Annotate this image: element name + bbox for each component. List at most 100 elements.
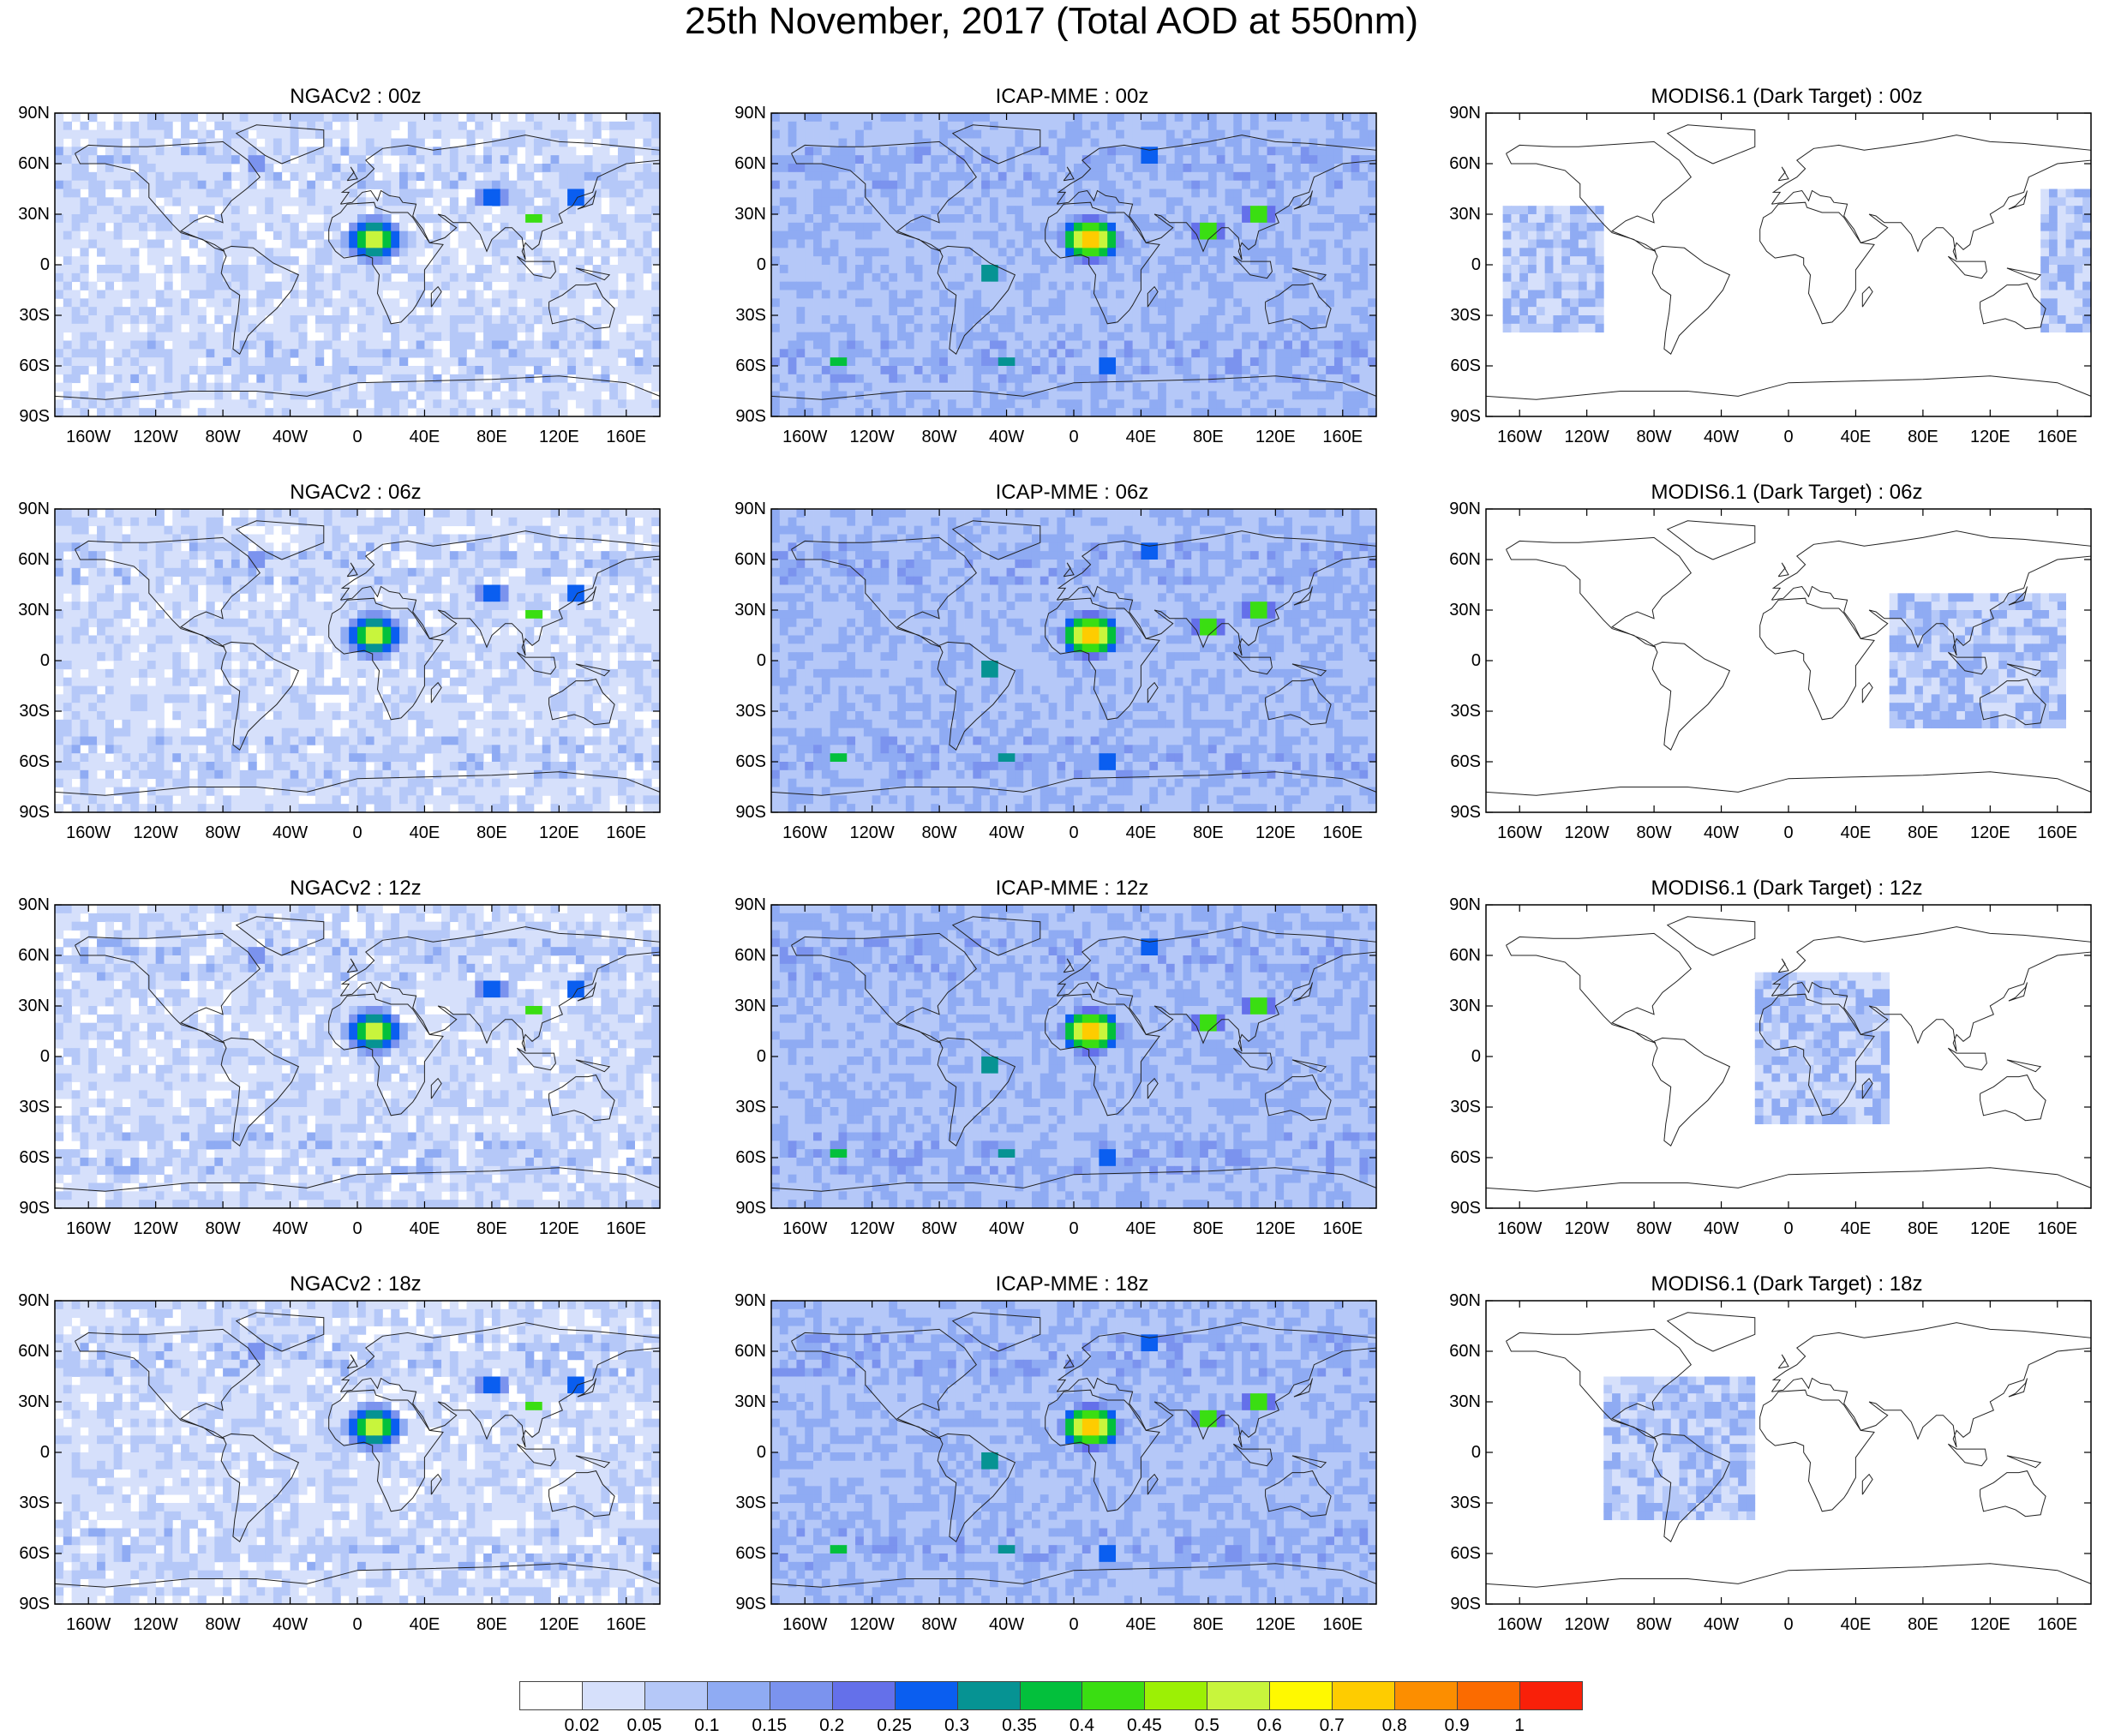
aod-cell xyxy=(1284,349,1292,357)
aod-cell xyxy=(1074,383,1082,392)
aod-cell xyxy=(139,155,147,164)
aod-cell xyxy=(198,197,207,206)
aod-cell xyxy=(525,290,534,299)
aod-cell xyxy=(864,147,872,155)
aod-cell xyxy=(635,307,644,315)
aod-cell xyxy=(576,181,584,189)
aod-cell xyxy=(1032,399,1040,408)
aod-cell xyxy=(1023,181,1032,189)
aod-cell xyxy=(534,408,542,416)
aod-cell xyxy=(601,164,609,172)
aod-cell xyxy=(651,139,660,147)
aod-cell xyxy=(1074,332,1082,341)
aod-cell xyxy=(1023,240,1032,248)
map-plot-area xyxy=(771,113,1376,416)
aod-cell xyxy=(643,366,651,374)
aod-cell xyxy=(1267,130,1276,139)
aod-cell xyxy=(240,265,249,273)
aod-cell xyxy=(939,164,948,172)
aod-cell xyxy=(771,324,780,332)
aod-cell xyxy=(1242,315,1250,324)
aod-cell xyxy=(1368,139,1376,147)
aod-cell xyxy=(1275,282,1284,290)
aod-cell xyxy=(618,392,626,400)
aod-cell xyxy=(88,130,97,139)
aod-cell xyxy=(500,122,509,130)
aod-cell xyxy=(1250,374,1259,383)
aod-cell xyxy=(1015,172,1023,181)
aod-cell xyxy=(1141,408,1149,416)
aod-cell xyxy=(1166,256,1175,265)
aod-cell xyxy=(559,324,567,332)
aod-cell xyxy=(1225,197,1234,206)
aod-cell xyxy=(626,147,635,155)
aod-cell xyxy=(273,341,282,350)
aod-cell xyxy=(433,315,441,324)
aod-cell xyxy=(307,298,315,307)
aod-cell xyxy=(189,307,198,315)
aod-cell xyxy=(1023,231,1032,240)
aod-cell xyxy=(872,383,881,392)
aod-cell xyxy=(1200,290,1208,299)
aod-cell xyxy=(416,341,425,350)
aod-cell xyxy=(466,113,475,122)
aod-cell xyxy=(382,256,391,265)
aod-cell xyxy=(635,113,644,122)
aod-cell xyxy=(1233,122,1242,130)
aod-cell xyxy=(424,206,433,214)
aod-cell xyxy=(1007,181,1016,189)
aod-cell xyxy=(399,408,408,416)
aod-cell xyxy=(256,341,265,350)
aod-cell xyxy=(1334,206,1343,214)
aod-cell xyxy=(500,214,509,223)
aod-cell xyxy=(525,341,534,350)
aod-cell xyxy=(1217,206,1225,214)
aod-cell xyxy=(249,172,257,181)
aod-cell xyxy=(584,206,593,214)
aod-cell xyxy=(231,197,240,206)
aod-cell xyxy=(2066,189,2075,198)
aod-cell xyxy=(1166,164,1175,172)
aod-cell xyxy=(408,349,416,357)
aod-cell xyxy=(291,374,299,383)
aod-cell xyxy=(156,408,165,416)
aod-cell xyxy=(249,315,257,324)
aod-cell xyxy=(1158,273,1166,282)
aod-cell xyxy=(990,147,998,155)
aod-cell xyxy=(483,206,492,214)
aod-cell xyxy=(559,164,567,172)
aod-cell xyxy=(1309,122,1318,130)
aod-cell xyxy=(1032,189,1040,198)
aod-cell xyxy=(822,290,830,299)
aod-cell xyxy=(864,349,872,357)
aod-cell xyxy=(771,282,780,290)
aod-cell xyxy=(780,399,788,408)
aod-cell xyxy=(500,256,509,265)
y-tick-label: 60S xyxy=(2,357,50,374)
aod-cell xyxy=(1343,130,1351,139)
aod-cell xyxy=(416,315,425,324)
aod-cell xyxy=(214,172,223,181)
aod-cell xyxy=(771,113,780,122)
aod-cell xyxy=(1065,223,1074,231)
aod-cell xyxy=(889,164,897,172)
aod-cell xyxy=(450,392,458,400)
aod-cell xyxy=(1091,130,1099,139)
aod-cell xyxy=(1301,240,1309,248)
aod-cell xyxy=(830,282,839,290)
aod-cell xyxy=(1208,265,1217,273)
aod-cell xyxy=(189,383,198,392)
aod-cell xyxy=(214,408,223,416)
aod-cell xyxy=(340,113,349,122)
aod-cell xyxy=(542,147,551,155)
aod-cell xyxy=(1091,231,1099,240)
aod-cell xyxy=(357,122,366,130)
aod-cell xyxy=(897,273,906,282)
aod-cell xyxy=(273,366,282,374)
aod-cell xyxy=(609,223,618,231)
aod-cell xyxy=(1217,189,1225,198)
aod-cell xyxy=(906,332,914,341)
aod-cell xyxy=(315,298,324,307)
aod-cell xyxy=(788,130,797,139)
aod-cell xyxy=(333,341,341,350)
